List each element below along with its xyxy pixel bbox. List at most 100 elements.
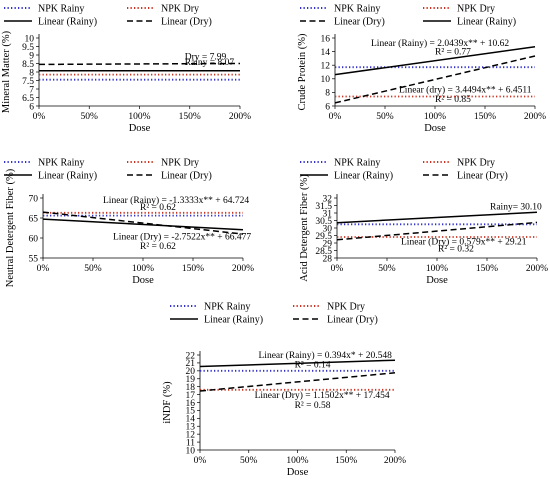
x-axis-label: Dose	[287, 467, 309, 478]
x-axis-label: Dose	[132, 275, 154, 286]
annotation: R² = 0.14	[295, 361, 331, 371]
y-tick-label: 60	[29, 234, 39, 244]
legend-indf: NPK Rainy NPK Dry Linear (Rainy) Linear (Dr…	[170, 302, 378, 326]
series-line-linear-rainy	[199, 359, 396, 368]
legend-entry: NPK Rainy	[204, 302, 250, 313]
y-tick-label: 70	[29, 194, 39, 204]
y-tick-label: 18	[186, 383, 196, 393]
legend-cp: NPK Rainy NPK Dry Linear (Dry) Linear (Rain…	[300, 4, 516, 28]
legend-entry: NPK Dry	[457, 158, 495, 169]
legend-entry: Linear (Rainy)	[38, 171, 97, 182]
legend-entry: NPK Dry	[457, 4, 495, 15]
legend-entry: Linear (Dry)	[327, 315, 378, 326]
legend-entry: Linear (Rainy)	[204, 315, 263, 326]
legend-entry: NPK Rainy	[334, 4, 380, 15]
annotation: R² = 0.32	[438, 244, 474, 254]
y-tick-label: 10	[25, 34, 35, 44]
x-tick-label: 100%	[286, 456, 308, 466]
legend-entry: Linear (Dry)	[161, 17, 212, 28]
x-tick-label: 50%	[376, 112, 394, 122]
annotation: Linear (Rainy) = 0.394x* + 20.548	[259, 350, 393, 361]
legend-entry: NPK Rainy	[334, 158, 380, 169]
series-line-linear-dry	[199, 372, 396, 392]
series-line-linear-dry	[38, 62, 241, 66]
series-line-linear-dry	[42, 211, 244, 235]
x-tick-label: 50%	[81, 112, 99, 122]
y-axis-label: Acid Detergent Fiber (%)	[299, 174, 310, 282]
y-tick-label: 8	[29, 68, 34, 78]
x-tick-label: 0%	[331, 264, 344, 274]
x-axis-label: Dose	[424, 123, 446, 134]
y-axis-label: Mineral Matter (%)	[1, 30, 12, 113]
x-tick-label: 50%	[378, 264, 396, 274]
x-tick-label: 50%	[84, 264, 102, 274]
x-tick-label: 0%	[329, 112, 342, 122]
y-tick-label: 16	[186, 399, 196, 409]
x-tick-label: 0%	[37, 264, 50, 274]
legend-entry: NPK Rainy	[38, 4, 84, 15]
chart-ndf: NPK Rainy NPK Dry Linear (Rainy) Linear (Dr…	[4, 158, 254, 287]
x-tick-label: 100%	[128, 112, 150, 122]
series-line-linear-rainy	[42, 218, 244, 231]
chart-indf: NPK Rainy NPK Dry Linear (Rainy) Linear (Dr…	[162, 302, 406, 479]
annotation: Dry = 7.99	[185, 52, 227, 62]
legend-entry: Linear (Dry)	[334, 17, 385, 28]
y-tick-label: 11	[186, 438, 195, 448]
x-axis-label: Dose	[426, 275, 448, 286]
series-line-linear-rainy	[334, 46, 536, 76]
y-tick-label: 21	[186, 359, 196, 369]
annotation: R² = 0.77	[435, 47, 471, 57]
y-tick-label: 28.5	[315, 247, 332, 257]
y-tick-label: 28	[323, 254, 333, 264]
x-tick-label: 150%	[476, 264, 498, 274]
legend-entry: NPK Rainy	[38, 158, 84, 169]
y-tick-label: 14	[186, 415, 196, 425]
legend-entry: Linear (Rainy)	[334, 171, 393, 182]
y-tick-label: 31	[323, 209, 333, 219]
y-tick-label: 6	[325, 102, 330, 112]
legend-entry: Linear (Dry)	[161, 171, 212, 182]
y-tick-label: 6	[29, 102, 34, 112]
annotation: Linear (Dry) = 0.579x** + 29.21	[401, 237, 527, 248]
y-tick-label: 65	[29, 214, 39, 224]
chart-adf: NPK Rainy NPK Dry Linear (Rainy) Linear (Dr…	[299, 158, 548, 287]
x-tick-label: 50%	[240, 456, 258, 466]
y-tick-label: 8.5	[22, 60, 34, 70]
y-tick-label: 32	[323, 194, 333, 204]
x-tick-label: 0%	[33, 112, 46, 122]
x-tick-label: 200%	[384, 456, 406, 466]
legend-entry: NPK Dry	[327, 302, 365, 313]
y-tick-label: 31.5	[315, 202, 332, 212]
y-tick-label: 7.5	[22, 77, 34, 87]
annotation: Linear (Dry) = 1.1502x** + 17.454	[255, 390, 390, 401]
series-line-linear-dry	[336, 221, 538, 241]
y-tick-label: 9.5	[22, 43, 34, 53]
y-tick-label: 55	[29, 254, 39, 264]
legend-ndf: NPK Rainy NPK Dry Linear (Rainy) Linear (Dr…	[4, 158, 212, 182]
x-axis-label: Dose	[129, 123, 151, 134]
annotation: Linear (Rainy) = 2.0439x** + 10.62	[371, 38, 509, 49]
x-tick-label: 200%	[229, 112, 251, 122]
x-tick-label: 200%	[526, 264, 548, 274]
series-line-linear-rainy	[336, 211, 538, 224]
annotation: Linear (Dry) = -2.7522x** + 66.477	[113, 232, 251, 243]
x-tick-label: 200%	[232, 264, 254, 274]
y-tick-label: 10	[321, 75, 331, 85]
y-tick-label: 17	[186, 391, 196, 401]
legend-entry: NPK Dry	[161, 4, 199, 15]
x-tick-label: 150%	[182, 264, 204, 274]
annotation: Rainy = 8.07	[185, 58, 235, 68]
annotation: R² = 0.58	[295, 401, 331, 411]
y-tick-label: 20	[186, 367, 196, 377]
annotation: Rainy= 30.10	[490, 202, 542, 212]
y-tick-label: 7	[29, 85, 34, 95]
chart-cp: NPK Rainy NPK Dry Linear (Dry) Linear (Rain…	[297, 4, 546, 135]
y-tick-label: 29.5	[315, 232, 332, 242]
y-tick-label: 14	[321, 48, 331, 58]
y-axis-label: Crude Protein (%)	[297, 33, 308, 110]
legend-entry: Linear (Rainy)	[457, 17, 516, 28]
y-tick-label: 22	[186, 351, 196, 361]
annotation: R² = 0.62	[140, 203, 176, 213]
x-tick-label: 0%	[194, 456, 207, 466]
